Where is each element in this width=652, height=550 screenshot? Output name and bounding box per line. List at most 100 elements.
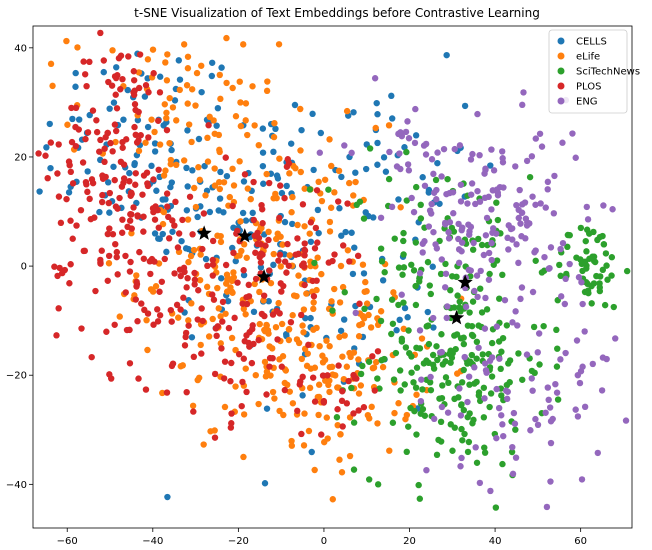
data-point [263,321,270,329]
data-point [260,180,267,187]
data-point [476,198,484,205]
data-point [419,240,426,247]
data-point [92,287,99,295]
data-point [113,64,120,71]
data-point [47,164,54,172]
data-point [72,142,80,150]
data-point [469,298,477,305]
data-point [442,260,449,268]
data-point [276,251,284,258]
data-point [485,276,493,283]
data-point [184,100,191,107]
data-point [471,364,478,371]
data-point [272,125,279,133]
data-point [163,248,170,256]
data-point [197,251,204,258]
data-point [336,205,343,212]
data-point [405,167,413,174]
series-scitechnews [306,145,631,511]
data-point [581,328,588,335]
data-point [248,359,256,367]
data-point [89,107,97,114]
data-point [493,385,500,393]
data-point [499,421,506,428]
data-point [301,281,308,289]
data-point [256,253,263,261]
data-point [374,348,382,355]
data-point [294,221,301,229]
data-point [241,171,249,178]
data-point [229,202,236,210]
data-point [515,259,522,267]
data-point [526,173,534,181]
data-point [174,244,182,251]
data-point [557,356,564,363]
data-point [403,448,410,456]
data-point [269,388,277,396]
data-point [306,186,314,193]
data-point [156,312,164,319]
data-point [163,77,171,84]
data-point [490,167,498,174]
data-point [270,148,277,156]
data-point [505,222,512,229]
data-point [210,117,217,124]
data-point [259,125,267,132]
data-point [472,200,479,208]
data-point [154,306,161,313]
data-point [316,149,324,156]
data-point [475,392,483,399]
data-point [223,79,230,87]
data-point [318,270,325,278]
data-point [244,185,252,192]
star-marker [237,228,253,243]
data-point [190,353,198,361]
data-point [602,250,610,257]
data-point [223,34,230,42]
data-point [227,378,234,385]
data-point [265,236,272,244]
data-point [281,386,289,394]
data-point [270,250,277,258]
data-point [311,259,318,267]
data-point [140,255,148,262]
data-point [473,272,481,279]
data-point [179,362,187,369]
data-point [361,305,368,313]
data-point [269,345,276,352]
data-point [312,224,320,232]
data-point [298,430,305,438]
data-point [275,41,283,48]
data-point [132,296,139,303]
data-point [456,142,464,149]
data-point [150,70,157,77]
data-point [109,148,116,155]
data-point [461,353,468,361]
data-point [426,207,434,214]
data-point [65,158,73,165]
data-point [498,412,505,419]
data-point [444,409,452,416]
data-point [42,152,49,159]
data-point [144,56,152,63]
data-point [159,220,167,228]
data-point [429,263,436,270]
data-point [55,305,62,312]
data-point [285,336,293,344]
data-point [278,189,286,197]
data-point [260,297,267,304]
data-point [249,209,256,217]
data-point [126,326,133,334]
data-point [523,351,531,358]
data-point [469,150,476,158]
data-point [198,62,205,69]
data-point [464,448,472,456]
data-point [416,327,424,334]
data-point [266,267,273,274]
data-point [309,277,316,285]
data-point [240,355,248,362]
data-point [116,194,123,202]
data-point [381,269,388,276]
data-point [388,296,396,303]
data-point [214,232,221,239]
